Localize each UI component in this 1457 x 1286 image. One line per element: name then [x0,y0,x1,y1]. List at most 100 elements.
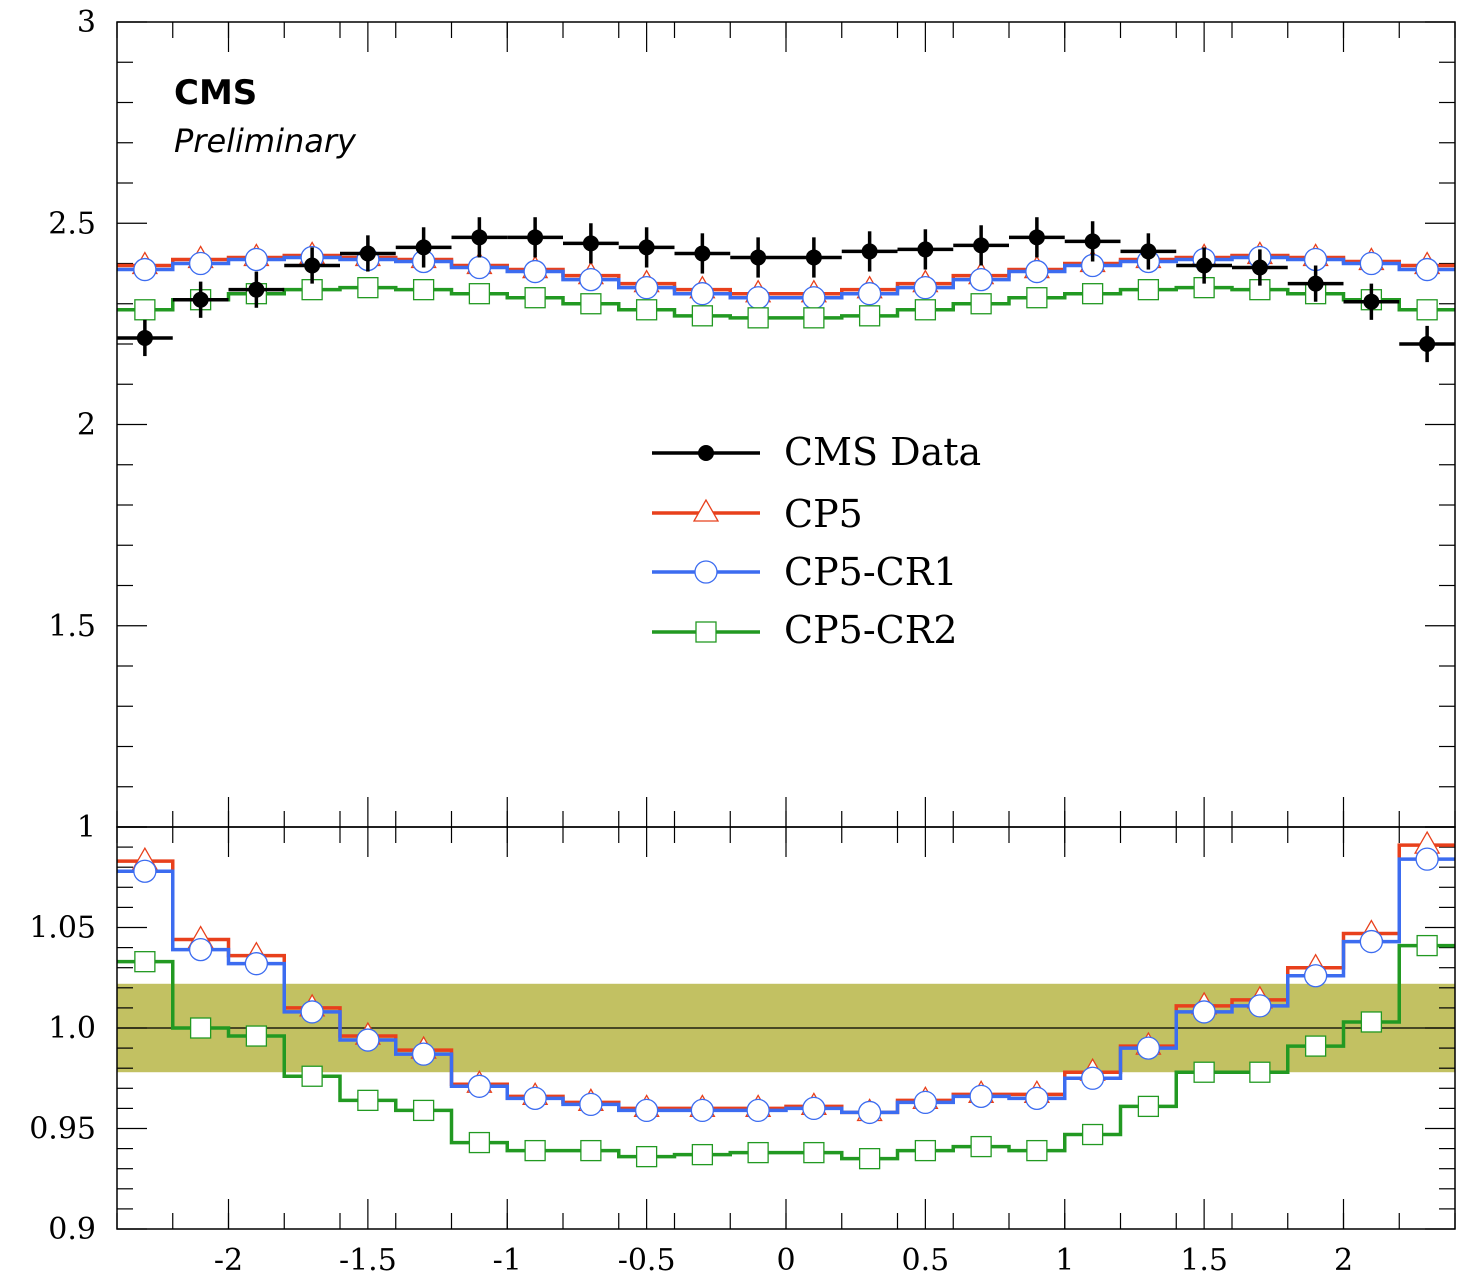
ratio-point-cp5-cr1 [1359,929,1384,954]
y-tick-label: 2 [77,408,96,443]
y-tick-label: 3 [77,5,96,40]
data-point [973,237,990,254]
ratio-point-cp5-cr2 [691,1143,714,1166]
data-point [248,281,265,298]
point-cp5-cr2 [1081,283,1104,305]
legend-label-cms-data: CMS Data [784,430,981,474]
point-cp5-cr2 [1026,287,1048,309]
ratio-point-cp5-cr1 [356,1028,380,1052]
point-cp5-cr1 [244,247,269,272]
ratio-point-cp5-cr1 [244,952,269,976]
ratio-point-cp5-cr1 [523,1086,547,1110]
point-cp5-cr1 [913,275,938,300]
ratio-point-cp5-cr2 [245,1025,268,1047]
x-tick-label: 1 [1055,1243,1074,1278]
ratio-point-cp5-cr1 [1080,1066,1105,1090]
legend-marker [698,445,714,461]
point-cp5-cr2 [468,283,491,305]
data-point [1363,293,1380,310]
ratio-point-cp5-cr2 [1304,1035,1327,1057]
data-point [1028,229,1045,246]
point-cp5-cr1 [746,286,770,310]
ratio-point-cp5-cr1 [1248,994,1272,1018]
y-tick-label: 0.95 [29,1112,96,1147]
ratio-point-cp5-cr2 [858,1148,881,1170]
point-cp5-cr2 [970,293,992,315]
series-cp5-cr2 [117,276,1455,329]
ratio-point-cp5-cr2 [747,1141,769,1164]
point-cp5-cr1 [133,257,157,282]
legend-symbol-cp5-cr1 [652,560,760,584]
data-point [1307,275,1324,292]
ratio-point-cp5-cr2 [1360,1011,1383,1033]
ratio-point-cp5-cr2 [1081,1123,1104,1146]
ratio-point-cp5-cr1 [133,859,157,883]
point-cp5-cr1 [634,275,659,300]
point-cp5-cr2 [691,305,714,327]
legend-symbol-cp5-cr2 [652,621,760,643]
ratio-point-cp5-cr1 [188,937,213,962]
point-cp5-cr1 [857,282,882,306]
point-cp5-cr2 [357,276,379,299]
data-point [1419,336,1436,352]
data-point [750,249,767,266]
point-cp5-cr1 [1415,257,1439,282]
ratio-point-cp5-cr1 [857,1100,882,1125]
point-cp5-cr1 [188,251,213,276]
legend-entry-cms-data: CMS Data [652,430,981,474]
point-cp5-cr2 [580,293,602,315]
legend-marker [694,560,718,584]
ratio-point-cp5-cr1 [579,1092,603,1117]
ratio-point-cp5-cr1 [1303,964,1328,988]
y-tick-label: 1.0 [48,1011,96,1046]
point-cp5-cr1 [467,255,492,280]
data-point [1251,259,1268,276]
ratio-point-cp5-cr2 [134,951,156,973]
ratio-point-cp5-cr1 [300,1000,324,1024]
ratio-point-cp5-cr1 [411,1042,436,1066]
ratio-point-cp5-cr1 [913,1090,938,1115]
series-line-cp5-cr2 [117,285,1455,320]
data-point [694,245,711,262]
data-point [638,239,655,256]
x-tick-label: 1.5 [1180,1243,1228,1278]
data-point [1196,257,1213,274]
x-tick-label: -1 [493,1243,522,1278]
data-point [1140,243,1157,260]
data-point [471,229,488,246]
y-tick-label: 2.5 [48,206,96,241]
y-tick-label: 1.5 [48,609,96,644]
legend-entry-cp5: CP5 [652,492,863,536]
ratio-point-cp5-cr2 [524,1139,546,1162]
point-cp5-cr2 [858,305,881,327]
legend-entry-cp5-cr2: CP5-CR2 [652,608,958,652]
data-point [805,249,822,266]
data-point [1084,233,1101,250]
data-point [861,243,878,260]
point-cp5-cr2 [134,299,156,321]
ratio-point-cp5-cr1 [746,1098,770,1123]
point-cp5-cr2 [1137,279,1160,301]
legend: CMS Data CP5 CP5-CR1 CP5-CR2 [652,430,981,652]
point-cp5-cr1 [579,267,603,292]
legend-symbol-cp5 [652,498,760,522]
legend-entry-cp5-cr1: CP5-CR1 [652,550,958,594]
ratio-point-cp5-cr1 [1415,847,1439,871]
legend-label-cp5-cr1: CP5-CR1 [784,550,958,594]
ratio-series-cp5-cr1 [117,847,1455,1125]
point-cp5-cr1 [523,259,547,284]
data-point [582,235,599,252]
point-cp5-cr1 [802,286,826,310]
x-tick-label: -2 [214,1243,243,1278]
y-tick-label: 1.05 [29,911,96,946]
ratio-series-cp5-cr2 [117,934,1455,1170]
ratio-point-cp5-cr2 [1249,1061,1271,1083]
point-cp5-cr1 [969,267,993,292]
data-point [917,241,934,258]
ratio-point-cp5-cr2 [803,1141,825,1164]
series-cms-data [117,217,1455,363]
ratio-point-cp5-cr2 [635,1145,658,1168]
legend-label-cp5: CP5 [784,492,863,536]
ratio-point-cp5-cr2 [580,1139,602,1162]
